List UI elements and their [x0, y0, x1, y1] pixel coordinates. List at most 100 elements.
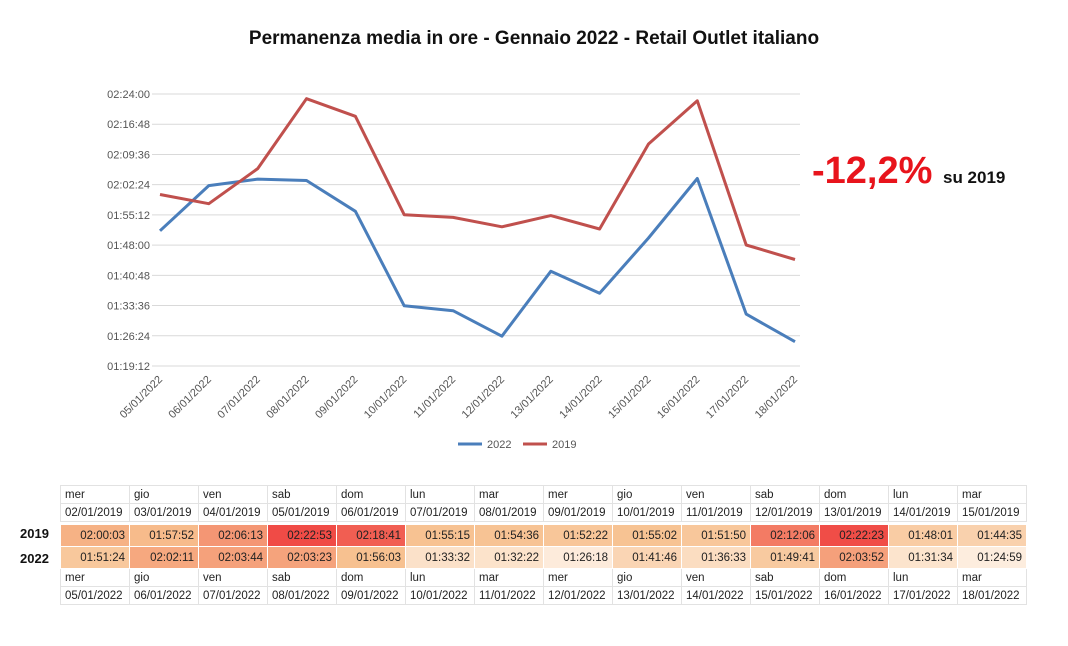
days-2022-row-cell: dom — [819, 568, 889, 587]
values-2019-row-cell: 01:48:01 — [888, 524, 958, 547]
y-tick-label: 01:33:36 — [107, 301, 150, 313]
dates-2022-row-cell: 12/01/2022 — [543, 586, 613, 605]
values-2022-row-cell: 02:02:11 — [129, 546, 199, 569]
values-2019-row-cell: 02:12:06 — [750, 524, 820, 547]
values-2022-row-cell: 01:26:18 — [543, 546, 613, 569]
y-tick-labels: 01:19:12 01:26:24 01:33:36 01:40:48 01:48:00… — [107, 89, 150, 373]
days-2019-row-cell: gio — [129, 485, 199, 504]
gridlines — [152, 93, 800, 367]
dates-2022-row-cell: 08/01/2022 — [267, 586, 337, 605]
dates-2019-row-cell: 08/01/2019 — [474, 503, 544, 522]
values-2022-row-cell: 01:24:59 — [957, 546, 1027, 569]
dates-2022-row-cell: 11/01/2022 — [474, 586, 544, 605]
values-2022-row-cell: 01:51:24 — [60, 546, 130, 569]
x-tick-label: 14/01/2022 — [557, 374, 604, 421]
x-tick-label: 10/01/2022 — [362, 374, 409, 421]
days-2022-row-cell: mar — [957, 568, 1027, 587]
dates-2022-row-cell: 14/01/2022 — [681, 586, 751, 605]
x-tick-label: 05/01/2022 — [118, 374, 165, 421]
values-2022-row-cell: 01:41:46 — [612, 546, 682, 569]
values-2019-row-cell: 02:00:03 — [60, 524, 130, 547]
days-2019-row-cell: ven — [198, 485, 268, 504]
days-2022-row-cell: gio — [129, 568, 199, 587]
values-2019-row-cell: 01:55:15 — [405, 524, 475, 547]
dates-2019-row-cell: 02/01/2019 — [60, 503, 130, 522]
headline-percentage: -12,2% — [812, 150, 933, 192]
values-2019-row-cell: 02:22:53 — [267, 524, 337, 547]
x-tick-label: 15/01/2022 — [606, 374, 653, 421]
dates-2019-row-cell: 03/01/2019 — [129, 503, 199, 522]
days-2019-row-cell: mar — [474, 485, 544, 504]
days-2022-row: mer gio ven sab dom lun mar mer gio ven sab dom lun m… — [60, 568, 1027, 587]
line-chart: 01:19:12 01:26:24 01:33:36 01:40:48 01:48:00… — [107, 89, 800, 451]
dates-2022-row-cell: 16/01/2022 — [819, 586, 889, 605]
days-2022-row-cell: dom — [336, 568, 406, 587]
values-2019-row-cell: 01:51:50 — [681, 524, 751, 547]
dates-2022-row-cell: 15/01/2022 — [750, 586, 820, 605]
y-tick-label: 02:09:36 — [107, 149, 150, 161]
dates-2022-row-cell: 07/01/2022 — [198, 586, 268, 605]
days-2022-row-cell: mer — [543, 568, 613, 587]
y-tick-label: 01:48:00 — [107, 240, 150, 252]
dates-2022-row-cell: 18/01/2022 — [957, 586, 1027, 605]
x-tick-label: 13/01/2022 — [508, 374, 555, 421]
y-tick-label: 01:19:12 — [107, 361, 150, 373]
chart-title: Permanenza media in ore - Gennaio 2022 -… — [248, 28, 820, 49]
comparison-table: mer gio ven sab dom lun mar mer gio ven sab dom lun m… — [60, 485, 1027, 605]
x-tick-label: 11/01/2022 — [411, 374, 458, 421]
x-tick-label: 16/01/2022 — [655, 374, 702, 421]
x-tick-label: 12/01/2022 — [460, 374, 507, 421]
y-tick-label: 01:55:12 — [107, 210, 150, 222]
days-2019-row-cell: mar — [957, 485, 1027, 504]
x-tick-label: 07/01/2022 — [215, 374, 262, 421]
days-2022-row-cell: ven — [198, 568, 268, 587]
days-2022-row-cell: gio — [612, 568, 682, 587]
series-line-2019 — [159, 97, 796, 261]
values-2022-row-cell: 02:03:52 — [819, 546, 889, 569]
y-tick-label: 02:24:00 — [107, 89, 150, 101]
dates-2022-row-cell: 05/01/2022 — [60, 586, 130, 605]
values-2022-row: 01:51:24 02:02:11 02:03:44 02:03:23 01:56:03… — [60, 546, 1027, 569]
row-label-2022: 2022 — [20, 551, 49, 566]
days-2022-row-cell: sab — [750, 568, 820, 587]
values-2022-row-cell: 01:36:33 — [681, 546, 751, 569]
legend-label-2022: 2022 — [487, 439, 511, 451]
dates-2019-row-cell: 12/01/2019 — [750, 503, 820, 522]
dates-2022-row-cell: 10/01/2022 — [405, 586, 475, 605]
x-tick-label: 06/01/2022 — [167, 374, 214, 421]
headline-subtitle: su 2019 — [943, 168, 1006, 187]
dates-2019-row-cell: 06/01/2019 — [336, 503, 406, 522]
x-tick-label: 17/01/2022 — [704, 374, 751, 421]
y-tick-label: 02:02:24 — [107, 180, 150, 192]
values-2019-row-cell: 02:18:41 — [336, 524, 406, 547]
dates-2022-row-cell: 17/01/2022 — [888, 586, 958, 605]
values-2019-row-cell: 02:22:23 — [819, 524, 889, 547]
days-2019-row-cell: lun — [405, 485, 475, 504]
days-2019-row-cell: mer — [543, 485, 613, 504]
days-2019-row-cell: dom — [336, 485, 406, 504]
days-2019-row: mer gio ven sab dom lun mar mer gio ven sab dom lun m… — [60, 485, 1027, 504]
days-2019-row-cell: mer — [60, 485, 130, 504]
row-label-2019: 2019 — [20, 526, 49, 541]
days-2022-row-cell: lun — [405, 568, 475, 587]
values-2019-row-cell: 01:57:52 — [129, 524, 199, 547]
x-tick-labels: 05/01/2022 06/01/2022 07/01/2022 08/01/2022… — [118, 374, 800, 421]
y-tick-label: 01:26:24 — [107, 331, 150, 343]
days-2019-row-cell: gio — [612, 485, 682, 504]
legend-label-2019: 2019 — [552, 439, 576, 451]
dates-2019-row-cell: 10/01/2019 — [612, 503, 682, 522]
x-tick-label: 18/01/2022 — [753, 374, 800, 421]
legend: 2022 2019 — [458, 439, 576, 451]
days-2019-row-cell: sab — [267, 485, 337, 504]
values-2022-row-cell: 01:49:41 — [750, 546, 820, 569]
values-2019-row-cell: 01:44:35 — [957, 524, 1027, 547]
dates-2022-row: 05/01/2022 06/01/2022 07/01/2022 08/01/2022… — [60, 586, 1027, 605]
dates-2019-row-cell: 13/01/2019 — [819, 503, 889, 522]
values-2022-row-cell: 01:33:32 — [405, 546, 475, 569]
values-2019-row-cell: 02:06:13 — [198, 524, 268, 547]
days-2019-row-cell: sab — [750, 485, 820, 504]
dates-2019-row-cell: 09/01/2019 — [543, 503, 613, 522]
values-2019-row: 02:00:03 01:57:52 02:06:13 02:22:53 02:18:41… — [60, 524, 1027, 547]
days-2022-row-cell: sab — [267, 568, 337, 587]
values-2019-row-cell: 01:52:22 — [543, 524, 613, 547]
